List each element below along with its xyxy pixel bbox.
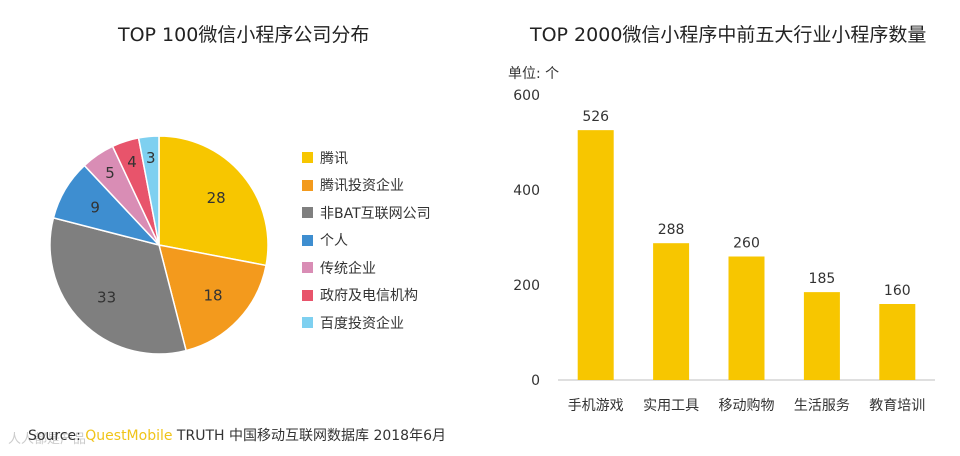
pie-slice [49, 216, 188, 355]
y-tick-label: 600 [513, 88, 540, 104]
y-axis-unit-label: 单位: 个 [508, 66, 559, 82]
pie-data-label: 9 [90, 198, 100, 216]
legend-item: 非BAT互联网公司 [302, 199, 431, 227]
y-tick-label: 0 [531, 373, 540, 389]
source-text: TRUTH 中国移动互联网数据库 2018年6月 [172, 428, 446, 444]
bar-chart-title: TOP 2000微信小程序中前五大行业小程序数量 [530, 24, 927, 46]
source-brand: QuestMobile [85, 428, 173, 444]
bar [653, 243, 690, 380]
legend-label: 腾讯 [320, 150, 348, 167]
bar [577, 130, 614, 380]
legend-swatch [302, 234, 313, 246]
pie-slice [157, 244, 267, 352]
bar-data-label: 160 [884, 283, 911, 299]
legend-item: 腾讯 [302, 144, 431, 172]
bar-data-label: 526 [582, 109, 609, 125]
legend-item: 传统企业 [302, 254, 431, 282]
legend-label: 政府及电信机构 [320, 288, 418, 305]
x-tick-label: 教育培训 [869, 398, 925, 414]
legend-label: 非BAT互联网公司 [320, 205, 431, 222]
pie-data-label: 18 [203, 287, 222, 305]
legend-swatch [302, 289, 313, 301]
legend-label: 个人 [320, 233, 348, 250]
pie-data-label: 5 [105, 164, 115, 182]
watermark: 人人都是产品 [8, 432, 87, 447]
pie-chart-title: TOP 100微信小程序公司分布 [118, 24, 370, 46]
legend-swatch [302, 317, 313, 329]
bar [728, 256, 765, 380]
y-tick-label: 200 [513, 278, 540, 294]
bar-data-label: 185 [809, 271, 836, 287]
pie-data-label: 28 [207, 189, 226, 207]
y-tick-label: 400 [513, 183, 540, 199]
x-tick-label: 移动购物 [719, 398, 775, 414]
source-prefix: Source: [28, 428, 86, 444]
pie-data-label: 33 [97, 288, 116, 306]
legend-item: 政府及电信机构 [302, 282, 431, 310]
bar-data-label: 288 [658, 222, 685, 238]
legend-label: 腾讯投资企业 [320, 178, 404, 195]
bar [803, 292, 840, 380]
x-tick-label: 生活服务 [794, 398, 850, 414]
legend-item: 腾讯投资企业 [302, 172, 431, 200]
legend-item: 百度投资企业 [302, 309, 431, 337]
pie-data-label: 4 [127, 153, 137, 171]
bar [879, 304, 916, 380]
pie-slice [137, 135, 160, 246]
legend-item: 个人 [302, 227, 431, 255]
pie-legend: 腾讯腾讯投资企业非BAT互联网公司 个人传统企业政府及电信机构 百度投资企业 [302, 144, 431, 337]
x-tick-label: 实用工具 [643, 398, 699, 414]
legend-swatch [302, 207, 313, 219]
pie-slice [158, 135, 269, 267]
x-tick-label: 手机游戏 [568, 398, 624, 414]
pie-data-label: 3 [146, 149, 156, 167]
legend-swatch [302, 179, 313, 191]
legend-label: 百度投资企业 [320, 315, 404, 332]
legend-swatch [302, 262, 313, 274]
bar-data-label: 260 [733, 236, 760, 252]
legend-label: 传统企业 [320, 260, 376, 277]
source-note: Source: QuestMobile TRUTH 中国移动互联网数据库 201… [28, 425, 446, 445]
legend-swatch [302, 152, 313, 164]
